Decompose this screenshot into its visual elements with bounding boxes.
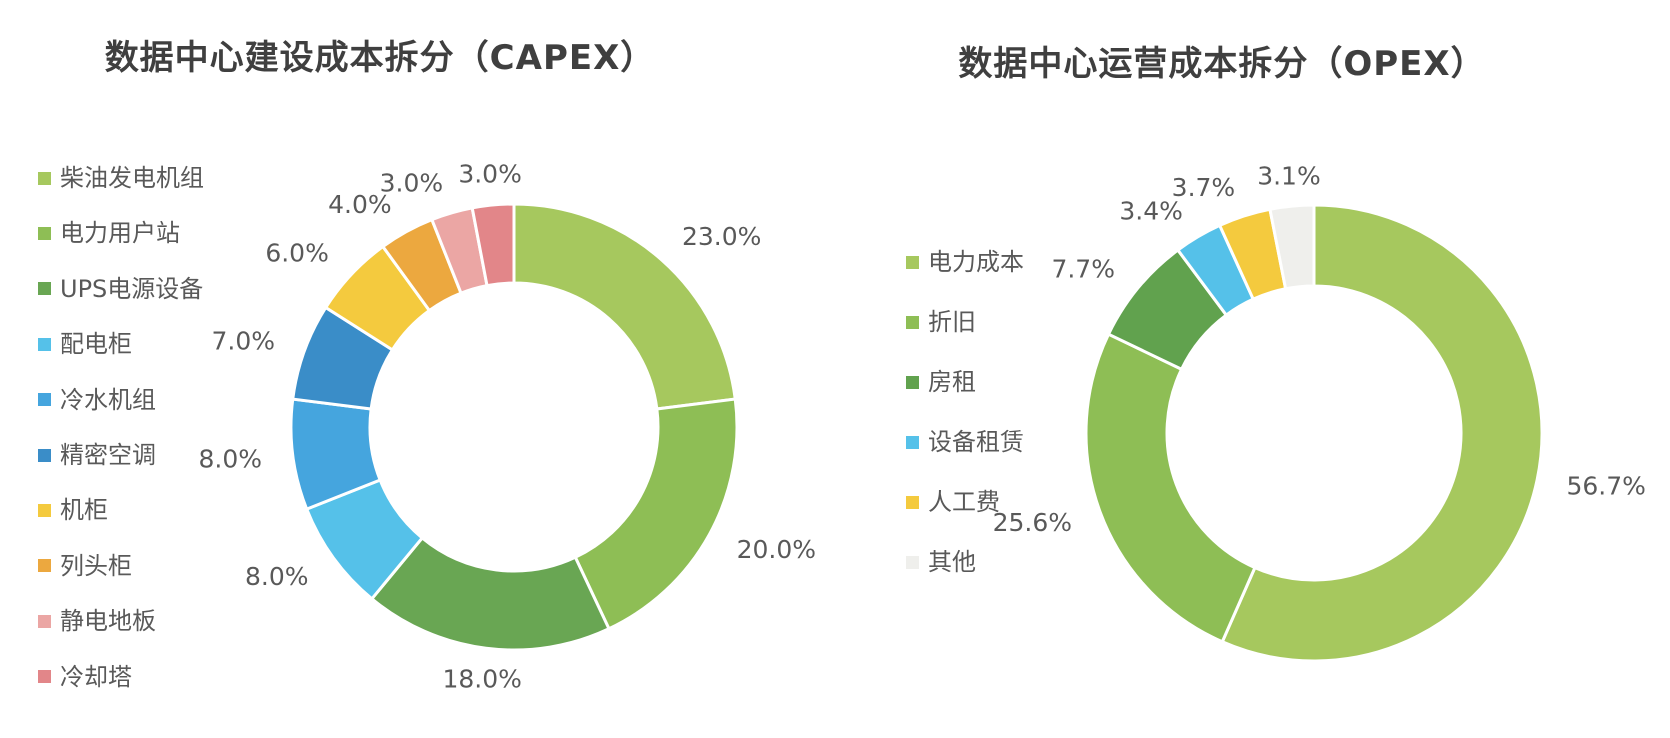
donut-slice	[512, 202, 737, 411]
slice-label: 3.4%	[1119, 196, 1183, 225]
slice-label: 3.0%	[458, 160, 522, 189]
slice-label: 4.0%	[328, 190, 392, 219]
donut-slice	[573, 397, 739, 631]
opex-chart-title: 数据中心运营成本拆分（OPEX）	[958, 44, 1486, 84]
slice-label: 8.0%	[198, 444, 262, 473]
slice-label: 18.0%	[442, 664, 521, 693]
slice-label: 7.7%	[1051, 254, 1115, 283]
donut-slice	[1084, 332, 1257, 644]
slice-label: 8.0%	[245, 562, 309, 591]
slice-label: 6.0%	[265, 239, 329, 268]
slice-label: 7.0%	[212, 326, 276, 355]
slice-label: 3.7%	[1172, 173, 1236, 202]
slice-label: 20.0%	[737, 535, 816, 564]
slice-label: 25.6%	[993, 508, 1072, 537]
donut-slice	[1220, 203, 1544, 663]
capex-chart-title: 数据中心建设成本拆分（CAPEX）	[104, 38, 656, 78]
donut-slice	[1268, 203, 1316, 291]
slice-label: 56.7%	[1566, 472, 1645, 501]
donut-slice	[470, 202, 516, 288]
slice-label: 3.1%	[1257, 162, 1321, 191]
slice-label: 23.0%	[682, 222, 761, 251]
slice-label: 3.0%	[380, 169, 444, 198]
